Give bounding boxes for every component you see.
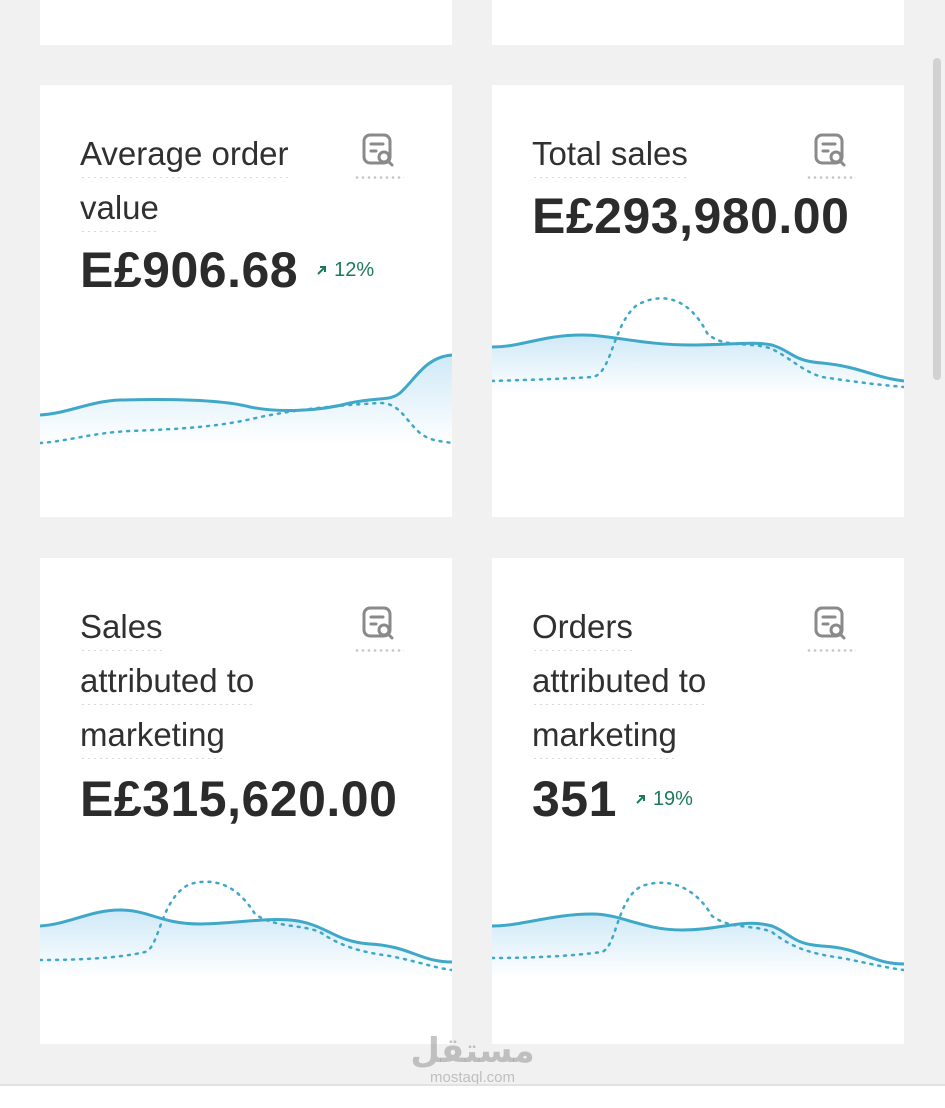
watermark-logo: مستقل	[410, 1031, 535, 1071]
sparkline-chart	[492, 881, 904, 978]
metric-value-row: 351 19%	[532, 770, 693, 828]
vertical-scrollbar[interactable]	[933, 58, 941, 380]
arrow-up-right-icon	[636, 795, 645, 804]
sparkline-chart	[40, 880, 452, 978]
report-search-icon[interactable]	[806, 131, 856, 179]
sales-attributed-to-marketing-card[interactable]: Sales attributed to marketing E£315,620.…	[40, 558, 452, 1044]
card-title-line: value	[80, 189, 159, 232]
metric-value: E£315,620.00	[80, 771, 398, 827]
card-title-line: Orders	[532, 608, 633, 651]
trend-badge: 12%	[316, 259, 374, 282]
card-title-line: attributed to	[532, 662, 707, 705]
watermark-url: mostaql.com	[429, 1069, 516, 1086]
sparkline-chart	[492, 297, 904, 395]
metric-value: E£906.68	[80, 242, 299, 298]
total-sales-card[interactable]: Total sales E£293,980.00	[492, 85, 904, 517]
card-title[interactable]: Average order value	[80, 127, 340, 235]
next-section-card	[0, 1084, 945, 1108]
card-title[interactable]: Orders attributed to marketing	[532, 600, 792, 762]
card-title-line: Total sales	[532, 135, 688, 178]
previous-metric-card-right	[492, 0, 904, 45]
sparkline-chart	[40, 353, 452, 445]
metric-value-row: E£906.68 12%	[80, 241, 374, 299]
metric-value-row: E£293,980.00	[532, 187, 849, 245]
card-title[interactable]: Sales attributed to marketing	[80, 600, 340, 762]
metric-value-row: E£315,620.00	[80, 770, 397, 828]
trend-percentage: 19%	[652, 787, 693, 810]
metric-value: E£293,980.00	[532, 188, 850, 244]
arrow-up-right-icon	[317, 266, 327, 275]
card-title-line: attributed to	[80, 662, 255, 705]
report-search-icon[interactable]	[354, 604, 404, 652]
card-title-line: marketing	[532, 716, 677, 759]
card-title-line: marketing	[80, 716, 225, 759]
card-title-line: Sales	[80, 608, 163, 651]
card-title-line: Average order	[80, 135, 289, 178]
previous-metric-card-left	[40, 0, 452, 45]
report-search-icon[interactable]	[806, 604, 856, 652]
trend-percentage: 12%	[334, 258, 375, 281]
trend-badge: 19%	[635, 788, 693, 811]
average-order-value-card[interactable]: Average order value E£906.68 12%	[40, 85, 452, 517]
card-title[interactable]: Total sales	[532, 127, 792, 181]
orders-attributed-to-marketing-card[interactable]: Orders attributed to marketing 351 19%	[492, 558, 904, 1044]
watermark: مستقل mostaql.com	[0, 1032, 945, 1086]
report-search-icon[interactable]	[354, 131, 404, 179]
metric-value: 351	[532, 771, 617, 827]
